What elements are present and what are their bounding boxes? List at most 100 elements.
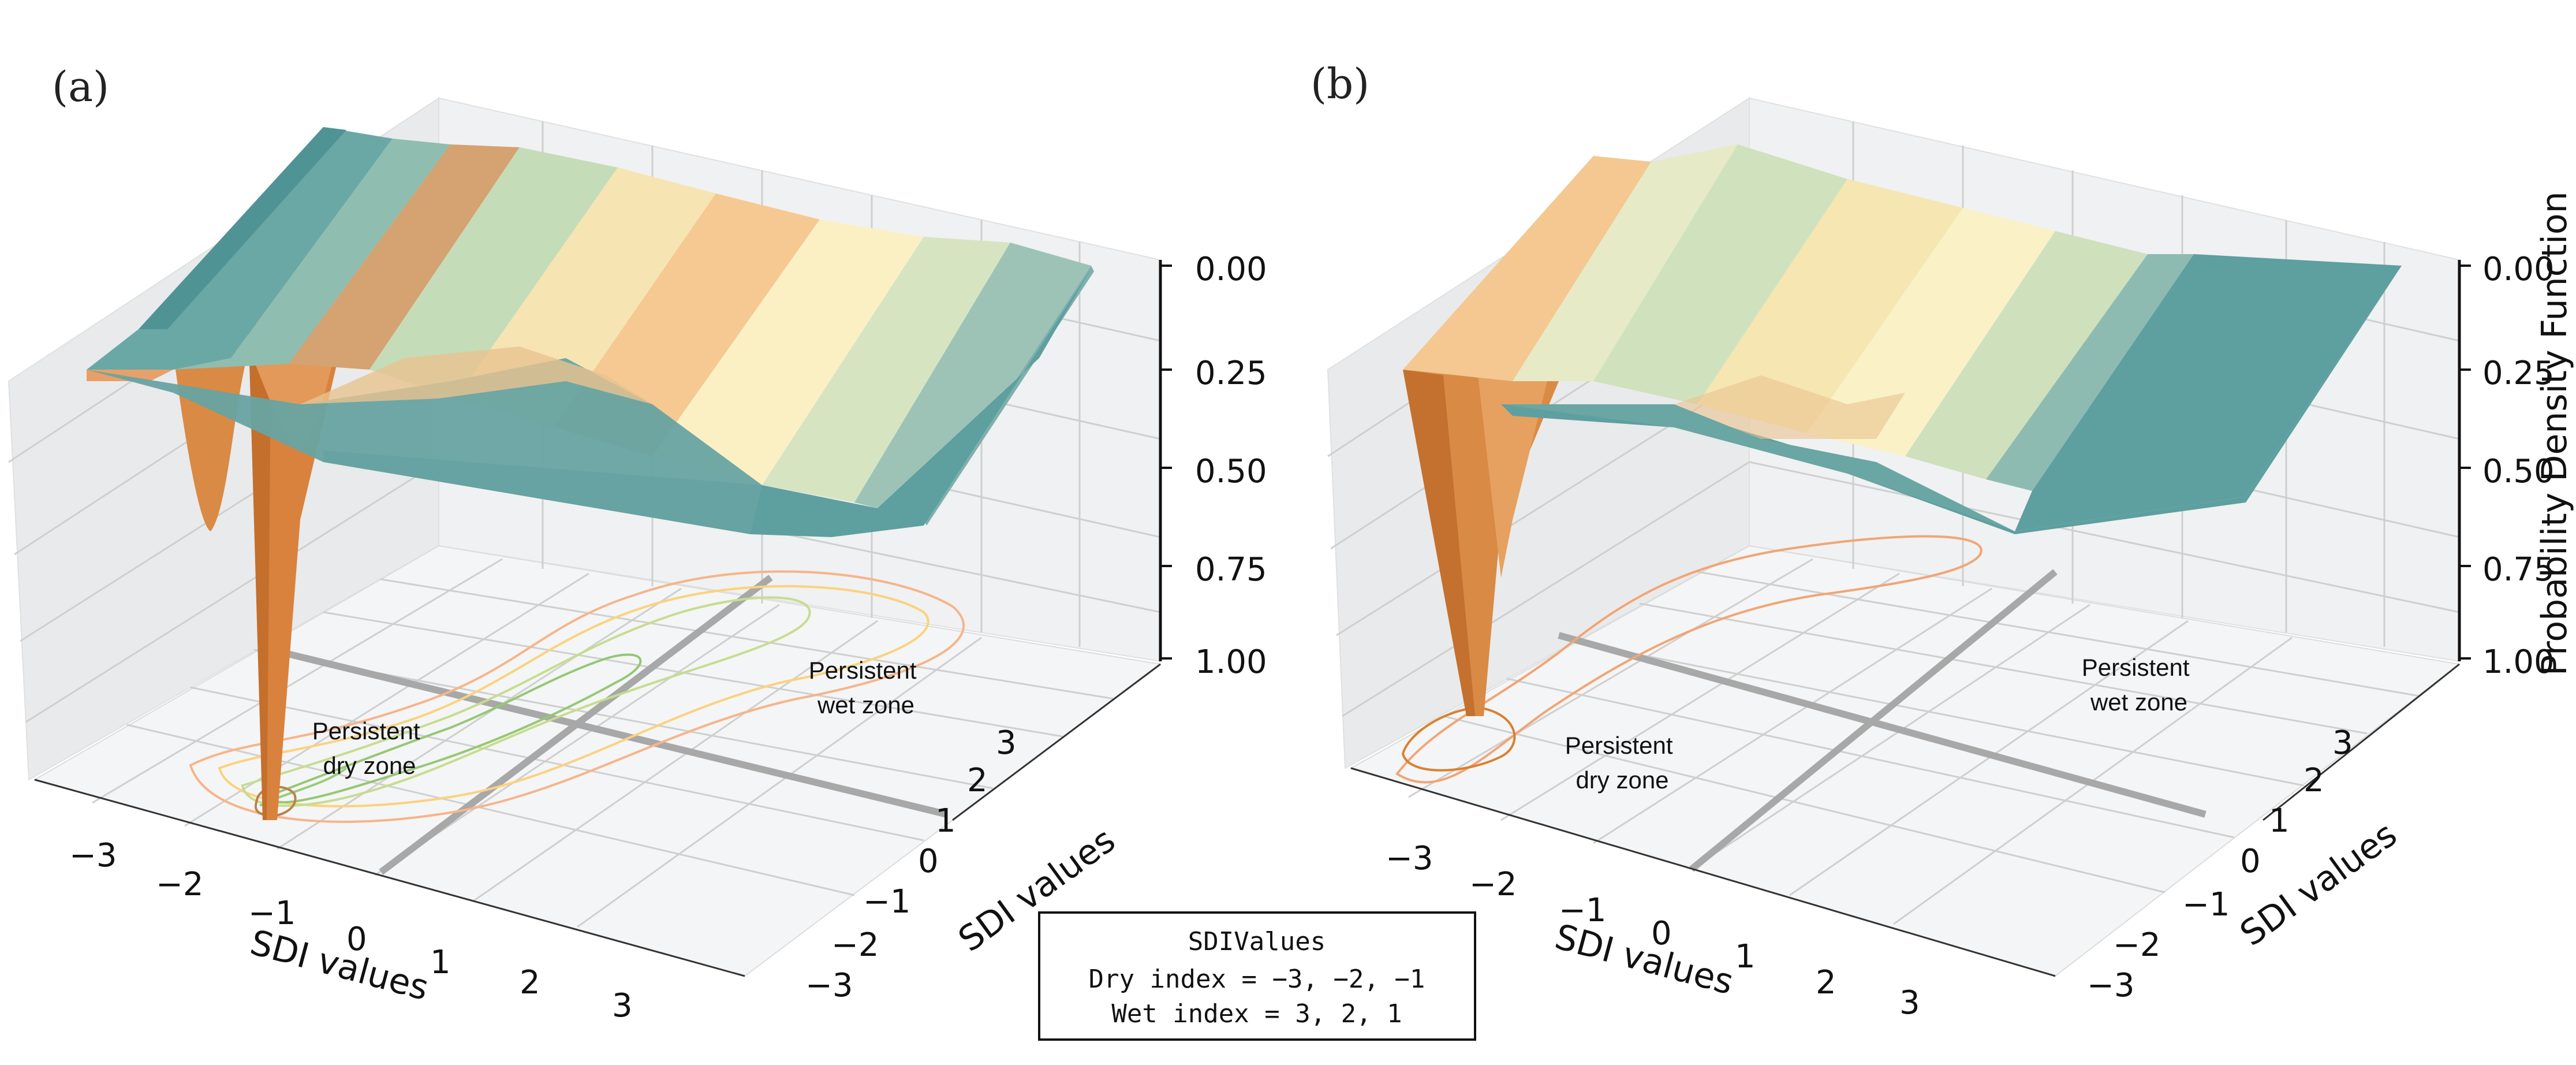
panel-b-band-6	[1905, 231, 2148, 479]
legend-wet-index: Wet index = 3, 2, 1	[1111, 999, 1402, 1029]
panel-a-band-4	[289, 144, 520, 370]
panel-a-dry-zone-line1: Persistent	[312, 717, 420, 744]
panel-b-zero-line-x	[1558, 632, 2207, 818]
panel-a-contour-4	[263, 653, 642, 804]
panel-a-tag: (a)	[52, 62, 109, 111]
panel-b-peak-spike-shade	[1403, 370, 1475, 716]
panel-b-band-8	[2015, 254, 2402, 531]
panel-a-z-ticks	[1160, 265, 1172, 660]
panel-a-band-3	[87, 370, 173, 381]
panel-b-tag: (b)	[1311, 59, 1369, 108]
panel-b-surface-plot: 0.00 0.25 0.50 0.75 1.00 Probability Den…	[1311, 59, 2575, 1022]
panel-a-z-tick-4: 1.00	[1195, 643, 1267, 681]
panel-a-y-tick-1: −2	[831, 926, 879, 964]
panel-b-x-tick-1: −2	[1469, 866, 1517, 903]
panel-a-y-tick-4: 1	[935, 802, 956, 840]
panel-a-dry-zone-line2: dry zone	[323, 752, 416, 779]
panel-b-x-tick-5: 2	[1816, 964, 1836, 1001]
panel-b-y-tick-2: −1	[2182, 886, 2230, 924]
panel-a-zero-line-y	[379, 575, 773, 875]
panel-a-x-axis-title: SDI values	[246, 922, 433, 1008]
panel-a-y-axis	[952, 663, 1161, 821]
panel-b-contour-2	[1401, 706, 1516, 772]
panel-b-y-axis-title: SDI values	[2233, 814, 2405, 954]
panel-a-z-tick-1: 0.25	[1195, 355, 1267, 392]
panel-b-y-axis	[2263, 663, 2460, 821]
panel-a-x-tick-3: 0	[346, 921, 367, 958]
panel-b-x-tick-6: 3	[1899, 984, 1920, 1022]
panel-b-x-axis-title: SDI values	[1551, 917, 1738, 1003]
panel-a-band-2	[173, 139, 450, 370]
panel-b-z-ticks	[2459, 265, 2471, 660]
panel-b-x-tick-0: −3	[1386, 840, 1433, 877]
panel-a-band-8	[652, 219, 924, 485]
panel-b-band-5	[1807, 208, 2055, 456]
panel-b-band-2	[1513, 144, 1738, 381]
panel-a-x-tick-4: 1	[430, 944, 451, 981]
panel-a-y-tick-5: 2	[967, 762, 988, 799]
panel-b-band-3	[1593, 144, 1847, 404]
panel-b-contour-1	[1395, 535, 1983, 784]
panel-b-wet-zone-line2: wet zone	[2090, 688, 2187, 716]
panel-b-y-tick-0: −3	[2087, 967, 2135, 1004]
panel-a-surface	[87, 127, 1094, 820]
panel-a-peak-spike	[248, 323, 346, 820]
panel-a-contour-3	[241, 596, 811, 807]
panel-b-z-tick-4: 1.00	[2482, 643, 2555, 681]
panel-b-surface	[1403, 144, 2402, 716]
panel-a-x-axis	[34, 779, 745, 977]
panel-a-y-tick-3: 0	[918, 843, 939, 880]
panel-a-wet-zone-label: Persistent wet zone	[809, 657, 923, 718]
panel-b-dry-zone-line1: Persistent	[1565, 732, 1673, 759]
panel-b-z-tick-3: 0.75	[2482, 551, 2555, 589]
panel-b-band-7	[1986, 254, 2194, 491]
legend-frame	[1038, 911, 1476, 1041]
panel-b-wet-zone-label: Persistent wet zone	[2082, 654, 2196, 716]
panel-a-surface-plot: 0.00 0.25 0.50 0.75 1.00 −3 −2 −1 0 1 2 …	[8, 62, 1267, 1025]
panel-b-x-tick-4: 1	[1735, 938, 1756, 975]
panel-a-band-9	[762, 237, 1010, 502]
panel-b-dry-zone-label: Persistent dry zone	[1565, 732, 1679, 794]
panel-b-wet-zone-line1: Persistent	[2082, 654, 2190, 681]
panel-b-peak-fold	[1478, 375, 1547, 578]
panel-b-band-4	[1697, 179, 1963, 433]
panel-a-z-tick-2: 0.50	[1195, 453, 1267, 490]
panel-a-wave	[300, 347, 652, 404]
panel-a-x-tick-5: 2	[520, 964, 540, 1001]
panel-a-contours	[189, 570, 965, 823]
panel-b-y-tick-5: 2	[2304, 762, 2324, 799]
panel-b-contours	[1395, 535, 1983, 784]
panel-a-y-tick-2: −1	[863, 883, 911, 921]
panel-b-band-1	[1403, 156, 1651, 381]
panel-a-near-strip	[87, 358, 762, 534]
panel-b-y-tick-4: 1	[2269, 802, 2290, 840]
legend-title: SDIValues	[1188, 927, 1326, 956]
panel-a-x-tick-1: −2	[156, 866, 204, 903]
panel-a-dry-zone-label: Persistent dry zone	[312, 717, 427, 779]
panel-a-zero-line-x	[282, 649, 948, 818]
panel-b-z-tick-0: 0.00	[2482, 251, 2555, 288]
panel-a-band-10	[854, 243, 1091, 520]
panel-a-x-tick-2: −1	[248, 895, 296, 932]
panel-a-wet-zone-line2: wet zone	[817, 691, 914, 718]
panel-b-y-tick-6: 3	[2332, 724, 2353, 762]
legend-dry-index: Dry index = −3, −2, −1	[1089, 965, 1425, 994]
panel-a-z-tick-3: 0.75	[1195, 551, 1267, 589]
panel-a-contour-2	[218, 585, 929, 807]
panel-a-contour-1	[189, 570, 965, 823]
panel-a-top-highlight	[139, 127, 346, 329]
panel-a-z-tick-0: 0.00	[1195, 251, 1267, 288]
panel-b-x-tick-2: −1	[1559, 892, 1607, 929]
panel-a-y-tick-0: −3	[805, 967, 853, 1004]
panel-a-x-tick-6: 3	[612, 987, 633, 1025]
panel-a-wet-zone-line1: Persistent	[809, 657, 917, 684]
panel-a-y-tick-6: 3	[996, 724, 1017, 762]
panel-a-peak-spike-shade	[248, 323, 271, 820]
panel-b-y-tick-1: −2	[2113, 926, 2161, 964]
panel-b-z-tick-2: 0.50	[2482, 453, 2555, 490]
panel-b-y-tick-3: 0	[2240, 843, 2261, 880]
panel-b-x-axis	[1350, 767, 2056, 977]
panel-b-dry-zone-line2: dry zone	[1576, 766, 1668, 794]
panel-b-wave	[1674, 375, 1905, 439]
